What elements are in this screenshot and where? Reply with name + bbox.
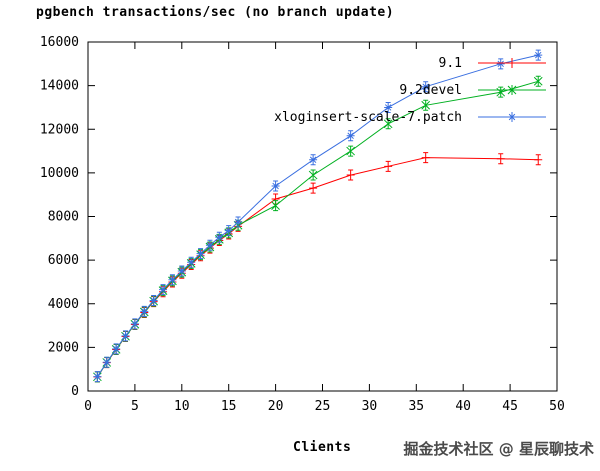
y-tick-label: 4000 <box>48 297 79 312</box>
legend-marker-9.2devel <box>507 85 517 95</box>
x-tick-label: 10 <box>174 399 190 414</box>
x-tick-label: 35 <box>408 399 424 414</box>
y-tick-label: 6000 <box>48 253 79 268</box>
y-tick-label: 10000 <box>40 166 79 181</box>
x-axis-label: Clients <box>293 440 352 455</box>
x-tick-label: 15 <box>221 399 237 414</box>
series-xloginsert-scale-7.patch <box>93 49 543 383</box>
legend-label-9.2devel: 9.2devel <box>399 83 462 98</box>
legend-marker-xloginsert-scale-7.patch <box>508 112 516 122</box>
legend: 9.1 9.2devel xloginsert-scale-7.patch <box>274 56 546 125</box>
chart-title: pgbench transactions/sec (no branch upda… <box>36 5 395 20</box>
watermark: 掘金技术社区 @ 星辰聊技术 <box>403 440 594 458</box>
x-tick-label: 45 <box>502 399 518 414</box>
legend-label-xloginsert-scale-7.patch: xloginsert-scale-7.patch <box>274 110 462 125</box>
legend-label-9.1: 9.1 <box>439 56 462 71</box>
x-tick-label: 0 <box>84 399 92 414</box>
y-tick-label: 0 <box>71 384 79 399</box>
series-markers <box>93 49 543 383</box>
y-tick-label: 14000 <box>40 79 79 94</box>
y-tick-label: 12000 <box>40 122 79 137</box>
y-tick-label: 8000 <box>48 210 79 225</box>
axes: 0 2000 4000 6000 8000 10000 12000 14000 16000 0 5 1… <box>40 35 565 414</box>
x-tick-label: 30 <box>362 399 378 414</box>
x-tick-label: 20 <box>268 399 284 414</box>
x-tick-label: 50 <box>549 399 565 414</box>
y-tick-label: 16000 <box>40 35 79 50</box>
series-9.1 <box>93 152 543 383</box>
legend-marker-9.1 <box>508 58 516 68</box>
plot-border <box>87 41 558 392</box>
x-tick-label: 40 <box>455 399 471 414</box>
x-tick-label: 25 <box>315 399 331 414</box>
y-tick-label: 2000 <box>48 340 79 355</box>
x-tick-label: 5 <box>131 399 139 414</box>
